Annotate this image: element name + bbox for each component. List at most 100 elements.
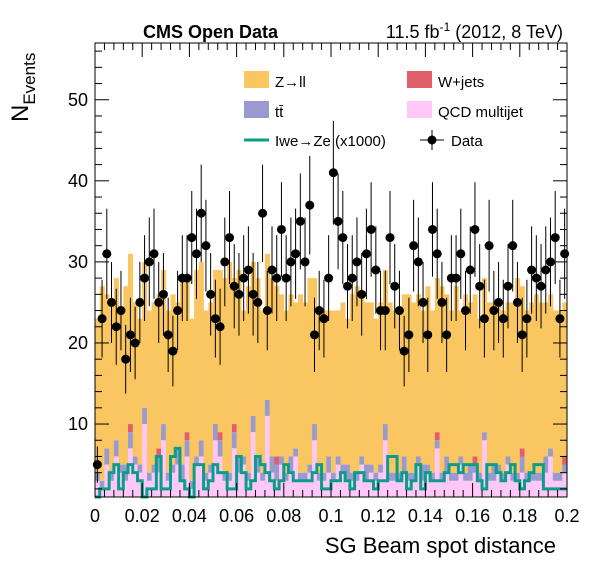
data-point-59 [371,265,381,275]
bar-ttbar-39 [279,456,285,465]
data-point-38 [272,273,282,283]
bar-zll-27 [222,278,228,473]
data-point-51 [333,216,343,226]
data-point-19 [182,273,192,283]
data-point-8 [130,338,140,348]
bar-zll-63 [392,310,398,473]
bar-zll-54 [349,294,355,473]
bar-zll-11 [146,310,152,473]
bar-qcd-70 [425,472,431,497]
data-point-63 [390,281,400,291]
y-tick-label-2: 30 [68,252,88,272]
data-point-71 [427,224,437,234]
bar-zll-45 [307,278,313,465]
data-point-94 [536,281,546,291]
bar-qcd-79 [467,480,473,497]
bar-zll-77 [458,310,464,457]
x-tick-label-6: 0.12 [361,506,396,526]
bar-qcd-21 [194,464,200,497]
bar-zll-51 [335,310,341,457]
y-tick-label-0: 10 [68,414,88,434]
data-point-91 [522,314,532,324]
bar-ttbar-57 [364,464,370,481]
bar-qcd-22 [198,456,204,497]
data-point-47 [314,306,324,316]
bar-ttbar-94 [538,472,544,481]
bar-wjets-38 [274,456,280,465]
bar-zll-17 [175,302,181,449]
data-point-79 [465,265,475,275]
bar-qcd-6 [123,480,129,497]
bar-zll-35 [260,310,266,473]
bar-ttbar-36 [264,399,270,416]
bar-zll-38 [274,286,280,457]
data-point-92 [527,265,537,275]
bar-ttbar-55 [354,472,360,481]
bar-zll-59 [373,318,379,473]
data-point-39 [276,224,286,234]
data-point-29 [229,281,239,291]
bar-zll-20 [189,318,195,481]
stacked-bars [95,253,568,497]
bar-zll-30 [236,270,242,457]
data-point-23 [201,241,211,251]
data-point-33 [248,289,258,299]
bar-ttbar-65 [401,456,407,473]
bar-zll-13 [156,294,162,449]
data-point-37 [267,265,277,275]
legend-label-ttbar: tt̄ [275,104,284,121]
bar-zll-58 [368,302,374,465]
data-point-5 [116,306,126,316]
bar-zll-70 [425,286,431,465]
bar-qcd-89 [515,480,521,497]
bar-ttbar-51 [335,456,341,465]
bar-qcd-87 [505,464,511,497]
bar-qcd-47 [316,480,322,497]
bar-zll-15 [165,310,171,473]
bar-ttbar-86 [500,472,506,481]
bar-qcd-74 [444,472,450,497]
data-point-31 [239,273,249,283]
data-point-10 [140,273,150,283]
bar-zll-44 [302,302,308,473]
bar-zll-18 [179,278,185,465]
legend-swatch-qcd [407,101,432,118]
bar-qcd-34 [255,472,261,497]
bar-zll-74 [444,294,450,457]
bar-zll-56 [359,294,365,457]
data-point-42 [291,249,301,259]
bar-ttbar-74 [444,456,450,473]
bar-ttbar-9 [137,464,143,473]
data-point-65 [399,346,409,356]
data-point-9 [135,297,145,307]
bar-zll-84 [491,302,497,465]
bar-ttbar-29 [231,432,237,449]
bar-zll-34 [255,278,261,457]
bar-wjets-72 [434,432,440,441]
bar-zll-47 [316,310,322,473]
bar-ttbar-58 [368,464,374,473]
bar-ttbar-62 [387,472,393,481]
bar-ttbar-46 [312,424,318,441]
data-point-87 [503,281,513,291]
bar-qcd-30 [236,472,242,497]
data-point-43 [295,216,305,226]
bar-qcd-16 [170,472,176,497]
bar-zll-57 [364,302,370,465]
bar-qcd-1 [99,488,105,497]
data-point-81 [475,281,485,291]
signal-line-group [95,446,567,499]
bar-zll-33 [250,261,256,416]
bar-ttbar-2 [104,448,110,465]
bar-ttbar-26 [217,440,223,457]
bar-qcd-49 [326,472,332,497]
bar-zll-41 [288,294,294,457]
x-tick-label-4: 0.08 [266,506,301,526]
bar-qcd-58 [368,472,374,497]
bar-wjets-19 [184,432,190,441]
bar-ttbar-96 [548,448,554,457]
bar-qcd-3 [109,480,115,497]
data-point-90 [517,330,527,340]
bar-ttbar-8 [132,456,138,465]
bar-zll-43 [297,294,303,473]
